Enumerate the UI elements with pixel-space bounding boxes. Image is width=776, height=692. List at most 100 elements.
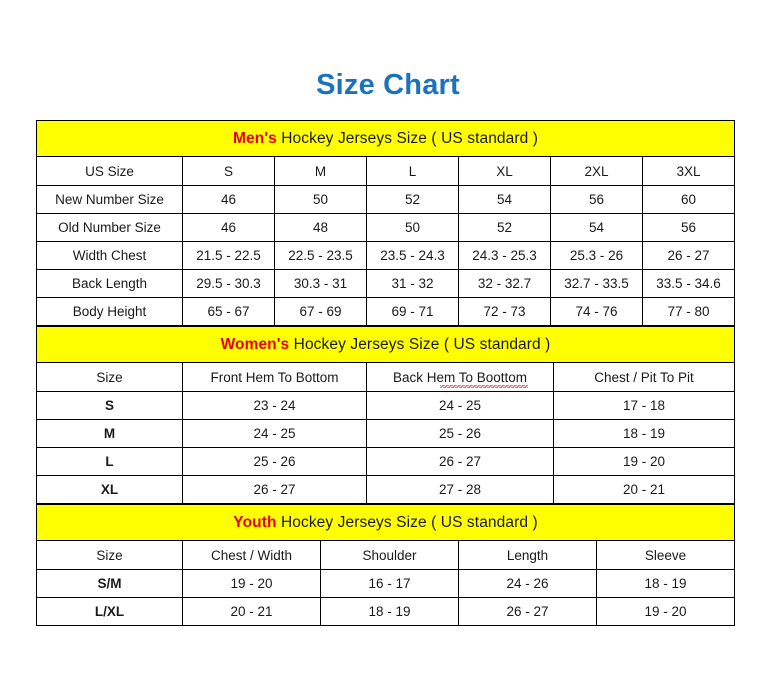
womens-cell-2-0: 25 - 26	[182, 447, 367, 476]
mens-banner-row: Men's Hockey Jerseys Size ( US standard …	[35, 120, 736, 157]
youth-col-header-3: Length	[458, 540, 597, 570]
womens-size-table: Women's Hockey Jerseys Size ( US standar…	[36, 326, 735, 504]
table-row: Width Chest 21.5 - 22.5 22.5 - 23.5 23.5…	[36, 241, 736, 270]
womens-cell-1-0: 24 - 25	[182, 419, 367, 448]
mens-col-header-4: XL	[458, 156, 551, 186]
youth-col-header-0: Size	[36, 540, 183, 570]
youth-banner-cell: Youth Hockey Jerseys Size ( US standard …	[35, 504, 736, 541]
mens-cell-2-3: 24.3 - 25.3	[458, 241, 551, 270]
mens-cell-0-3: 54	[458, 185, 551, 214]
mens-col-header-1: S	[182, 156, 275, 186]
youth-cell-0-1: 16 - 17	[320, 569, 459, 598]
youth-cell-1-3: 19 - 20	[595, 597, 736, 626]
mens-cell-1-4: 54	[550, 213, 643, 242]
youth-col-header-2: Shoulder	[320, 540, 459, 570]
size-chart-tables: Men's Hockey Jerseys Size ( US standard …	[35, 120, 736, 626]
table-row: XL 26 - 27 27 - 28 20 - 21	[36, 475, 735, 504]
youth-cell-0-2: 24 - 26	[458, 569, 597, 598]
mens-cell-1-0: 46	[182, 213, 275, 242]
mens-cell-3-2: 31 - 32	[366, 269, 459, 298]
mens-cell-3-5: 33.5 - 34.6	[641, 269, 736, 298]
mens-row-label-2: Width Chest	[36, 241, 183, 270]
mens-cell-0-1: 50	[274, 185, 367, 214]
youth-col-header-1: Chest / Width	[182, 540, 321, 570]
mens-cell-1-3: 52	[458, 213, 551, 242]
mens-row-label-3: Back Length	[36, 269, 183, 298]
youth-col-header-4: Sleeve	[595, 540, 736, 570]
womens-col-header-3: Chest / Pit To Pit	[553, 362, 735, 392]
womens-row-label-1: M	[36, 419, 183, 448]
mens-cell-4-5: 77 - 80	[641, 297, 736, 326]
womens-cell-3-2: 20 - 21	[553, 475, 735, 504]
youth-size-table: Youth Hockey Jerseys Size ( US standard …	[35, 504, 736, 626]
womens-cell-0-1: 24 - 25	[366, 391, 554, 420]
table-row: M 24 - 25 25 - 26 18 - 19	[36, 419, 735, 448]
womens-cell-0-0: 23 - 24	[182, 391, 367, 420]
misspelled-header-text: Back Hem To Boottom	[392, 369, 529, 388]
mens-col-header-2: M	[274, 156, 367, 186]
youth-cell-0-3: 18 - 19	[595, 569, 736, 598]
mens-row-label-1: Old Number Size	[36, 213, 183, 242]
table-row: Body Height 65 - 67 67 - 69 69 - 71 72 -…	[36, 297, 736, 326]
mens-cell-1-1: 48	[274, 213, 367, 242]
mens-size-table: Men's Hockey Jerseys Size ( US standard …	[35, 120, 736, 326]
youth-banner-accent: Youth	[233, 513, 277, 531]
youth-cell-0-0: 19 - 20	[182, 569, 321, 598]
womens-cell-0-2: 17 - 18	[553, 391, 735, 420]
mens-cell-2-1: 22.5 - 23.5	[274, 241, 367, 270]
youth-column-header-row: Size Chest / Width Shoulder Length Sleev…	[36, 540, 736, 570]
womens-row-label-2: L	[36, 447, 183, 476]
table-row: L/XL 20 - 21 18 - 19 26 - 27 19 - 20	[36, 597, 736, 626]
womens-cell-1-2: 18 - 19	[553, 419, 735, 448]
mens-cell-4-2: 69 - 71	[366, 297, 459, 326]
mens-cell-2-2: 23.5 - 24.3	[366, 241, 459, 270]
mens-cell-2-0: 21.5 - 22.5	[182, 241, 275, 270]
mens-col-header-6: 3XL	[641, 156, 736, 186]
womens-banner-accent: Women's	[220, 335, 290, 353]
youth-cell-1-0: 20 - 21	[182, 597, 321, 626]
youth-cell-1-2: 26 - 27	[458, 597, 597, 626]
mens-col-header-0: US Size	[36, 156, 183, 186]
womens-cell-3-0: 26 - 27	[182, 475, 367, 504]
youth-cell-1-1: 18 - 19	[320, 597, 459, 626]
mens-cell-0-5: 60	[641, 185, 736, 214]
womens-cell-2-1: 26 - 27	[366, 447, 554, 476]
womens-row-label-0: S	[36, 391, 183, 420]
mens-cell-0-2: 52	[366, 185, 459, 214]
mens-banner-rest: Hockey Jerseys Size ( US standard )	[276, 129, 539, 147]
womens-banner-rest: Hockey Jerseys Size ( US standard )	[289, 335, 551, 353]
youth-row-label-0: S/M	[36, 569, 183, 598]
womens-col-header-0: Size	[36, 362, 183, 392]
table-row: S/M 19 - 20 16 - 17 24 - 26 18 - 19	[36, 569, 736, 598]
mens-cell-3-4: 32.7 - 33.5	[550, 269, 643, 298]
youth-banner-row: Youth Hockey Jerseys Size ( US standard …	[35, 504, 736, 541]
mens-cell-3-3: 32 - 32.7	[458, 269, 551, 298]
mens-cell-2-4: 25.3 - 26	[550, 241, 643, 270]
mens-row-label-0: New Number Size	[36, 185, 183, 214]
mens-cell-4-3: 72 - 73	[458, 297, 551, 326]
womens-banner-row: Women's Hockey Jerseys Size ( US standar…	[36, 326, 735, 363]
womens-banner-cell: Women's Hockey Jerseys Size ( US standar…	[36, 326, 735, 363]
mens-banner-cell: Men's Hockey Jerseys Size ( US standard …	[35, 120, 736, 157]
mens-row-label-4: Body Height	[36, 297, 183, 326]
youth-banner-rest: Hockey Jerseys Size ( US standard )	[276, 513, 538, 531]
mens-cell-0-4: 56	[550, 185, 643, 214]
womens-cell-1-1: 25 - 26	[366, 419, 554, 448]
mens-cell-4-1: 67 - 69	[274, 297, 367, 326]
womens-cell-2-2: 19 - 20	[553, 447, 735, 476]
womens-row-label-3: XL	[36, 475, 183, 504]
mens-col-header-3: L	[366, 156, 459, 186]
mens-cell-2-5: 26 - 27	[641, 241, 736, 270]
table-row: Old Number Size 46 48 50 52 54 56	[36, 213, 736, 242]
mens-cell-4-4: 74 - 76	[550, 297, 643, 326]
mens-col-header-5: 2XL	[550, 156, 643, 186]
mens-cell-3-1: 30.3 - 31	[274, 269, 367, 298]
womens-cell-3-1: 27 - 28	[366, 475, 554, 504]
mens-column-header-row: US Size S M L XL 2XL 3XL	[36, 156, 736, 186]
mens-cell-3-0: 29.5 - 30.3	[182, 269, 275, 298]
table-row: New Number Size 46 50 52 54 56 60	[36, 185, 736, 214]
table-row: Back Length 29.5 - 30.3 30.3 - 31 31 - 3…	[36, 269, 736, 298]
womens-column-header-row: Size Front Hem To Bottom Back Hem To Boo…	[36, 362, 735, 392]
mens-cell-0-0: 46	[182, 185, 275, 214]
